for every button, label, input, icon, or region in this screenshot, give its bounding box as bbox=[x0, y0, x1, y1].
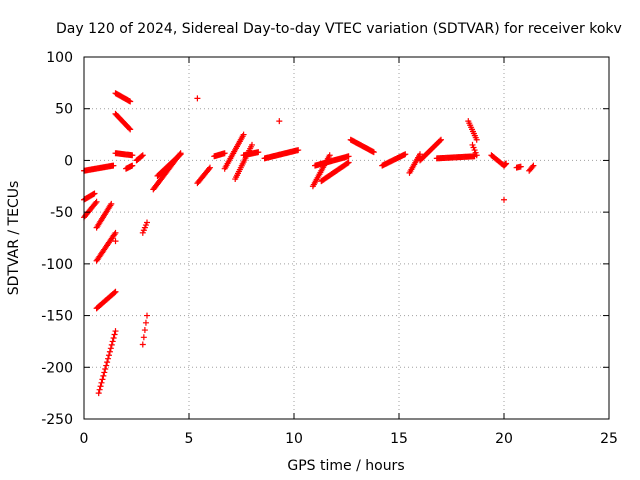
data-point bbox=[105, 355, 112, 362]
data-point bbox=[276, 118, 283, 125]
data-point bbox=[111, 289, 118, 296]
x-tick-label: 25 bbox=[600, 431, 618, 447]
data-point bbox=[437, 137, 444, 144]
data-point bbox=[100, 372, 107, 379]
data-point bbox=[129, 152, 136, 159]
data-point bbox=[110, 334, 117, 341]
data-point bbox=[501, 196, 507, 203]
x-tick-label: 15 bbox=[390, 431, 408, 447]
data-point bbox=[142, 319, 149, 326]
x-tick-label: 5 bbox=[185, 431, 194, 447]
data-point bbox=[93, 198, 100, 205]
data-point bbox=[98, 379, 105, 386]
data-point bbox=[126, 125, 133, 132]
data-point bbox=[176, 152, 183, 159]
data-point bbox=[295, 147, 302, 154]
data-point bbox=[473, 136, 480, 143]
data-point bbox=[417, 151, 423, 158]
data-point bbox=[110, 162, 117, 169]
chart-title: Day 120 of 2024, Sidereal Day-to-day VTE… bbox=[56, 21, 622, 37]
data-point bbox=[112, 288, 119, 295]
data-point bbox=[438, 136, 444, 143]
y-tick-label: -200 bbox=[41, 360, 73, 376]
data-point bbox=[109, 338, 116, 345]
data-point bbox=[95, 390, 102, 397]
data-point bbox=[111, 331, 118, 338]
data-point bbox=[101, 369, 108, 376]
y-axis-label: SDTVAR / TECUs bbox=[6, 181, 22, 296]
data-point bbox=[105, 352, 112, 359]
y-tick-label: 100 bbox=[46, 50, 73, 66]
x-tick-label: 20 bbox=[495, 431, 513, 447]
data-point bbox=[194, 95, 201, 102]
y-tick-label: -100 bbox=[41, 257, 73, 273]
y-axis-ticks: -250 -200 -150 -100 -50 0 50 100 bbox=[41, 50, 609, 428]
data-point bbox=[112, 328, 119, 335]
data-point bbox=[326, 152, 333, 159]
data-point bbox=[141, 327, 148, 334]
data-point bbox=[345, 159, 352, 166]
data-point bbox=[344, 160, 351, 167]
x-axis-label: GPS time / hours bbox=[287, 458, 404, 474]
data-point bbox=[127, 126, 134, 133]
data-point bbox=[104, 359, 111, 366]
data-point bbox=[139, 152, 146, 159]
x-tick-label: 0 bbox=[80, 431, 89, 447]
data-point bbox=[99, 376, 106, 383]
data-point bbox=[240, 131, 247, 138]
data-point bbox=[144, 219, 150, 226]
data-point bbox=[112, 229, 119, 236]
data-point bbox=[140, 334, 147, 341]
data-point bbox=[92, 199, 99, 206]
data-point bbox=[249, 141, 255, 148]
data-point bbox=[112, 238, 119, 245]
y-tick-label: -50 bbox=[50, 205, 73, 221]
y-tick-label: 50 bbox=[55, 102, 73, 118]
data-point bbox=[255, 149, 262, 156]
data-point bbox=[138, 152, 145, 159]
y-tick-label: -150 bbox=[41, 309, 73, 325]
data-point bbox=[103, 362, 110, 369]
plot-border bbox=[83, 56, 610, 420]
data-point bbox=[102, 366, 109, 373]
data-point bbox=[108, 200, 115, 207]
data-point bbox=[129, 162, 136, 169]
data-point bbox=[530, 162, 537, 169]
y-tick-label: 0 bbox=[64, 153, 73, 169]
data-points bbox=[81, 90, 537, 397]
data-point bbox=[108, 341, 115, 348]
x-tick-label: 10 bbox=[285, 431, 303, 447]
data-point bbox=[144, 312, 150, 319]
data-point bbox=[221, 150, 228, 157]
data-point bbox=[106, 348, 113, 355]
data-point bbox=[529, 163, 536, 170]
data-point bbox=[370, 149, 377, 156]
data-point bbox=[345, 153, 352, 160]
data-point bbox=[503, 160, 510, 167]
y-tick-label: -250 bbox=[41, 412, 73, 428]
data-point bbox=[97, 383, 104, 390]
data-point bbox=[517, 163, 524, 170]
data-point bbox=[127, 98, 134, 105]
data-point bbox=[473, 152, 480, 159]
data-point bbox=[107, 345, 114, 352]
data-point bbox=[111, 231, 118, 238]
data-point bbox=[207, 164, 213, 171]
data-point bbox=[139, 341, 146, 348]
x-axis-ticks: 0 5 10 15 20 25 bbox=[80, 57, 618, 447]
data-point bbox=[91, 190, 98, 197]
grid bbox=[84, 57, 609, 419]
data-point bbox=[177, 151, 184, 158]
data-point bbox=[96, 386, 103, 393]
data-point bbox=[402, 151, 409, 158]
data-point bbox=[206, 165, 213, 172]
